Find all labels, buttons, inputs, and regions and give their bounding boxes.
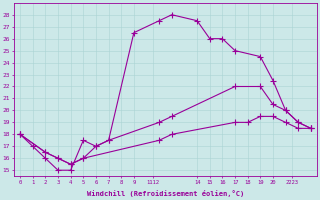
X-axis label: Windchill (Refroidissement éolien,°C): Windchill (Refroidissement éolien,°C) (87, 190, 244, 197)
